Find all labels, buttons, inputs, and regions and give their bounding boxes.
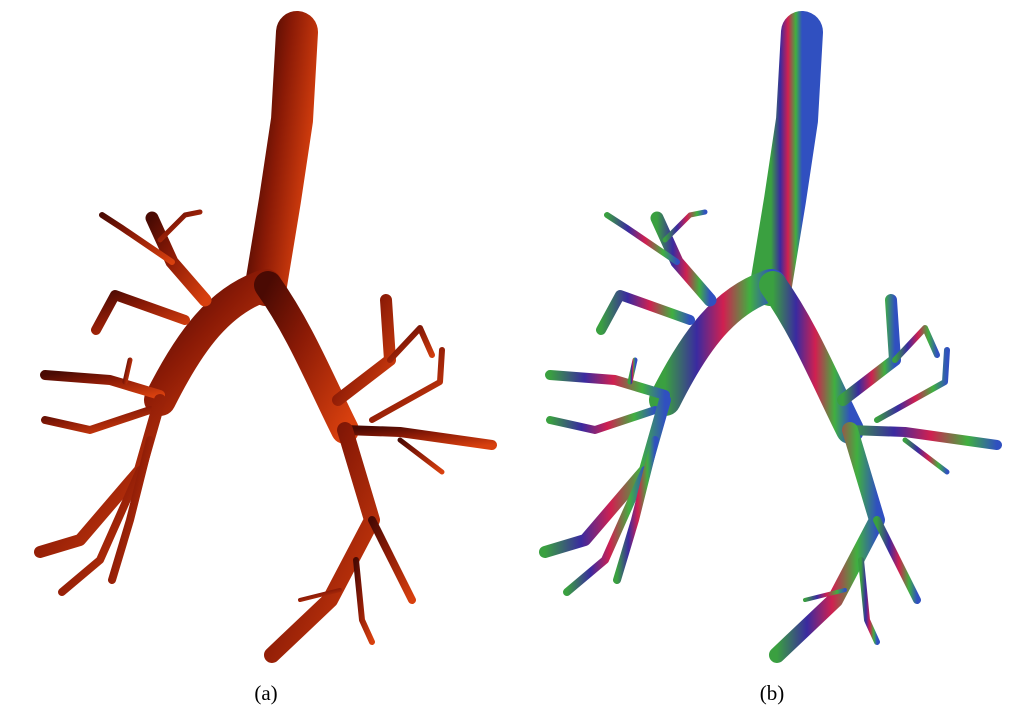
airway-render-a <box>40 32 492 655</box>
airway-render-b <box>545 32 997 655</box>
caption: (a) <box>254 681 277 705</box>
caption: (b) <box>760 681 785 705</box>
